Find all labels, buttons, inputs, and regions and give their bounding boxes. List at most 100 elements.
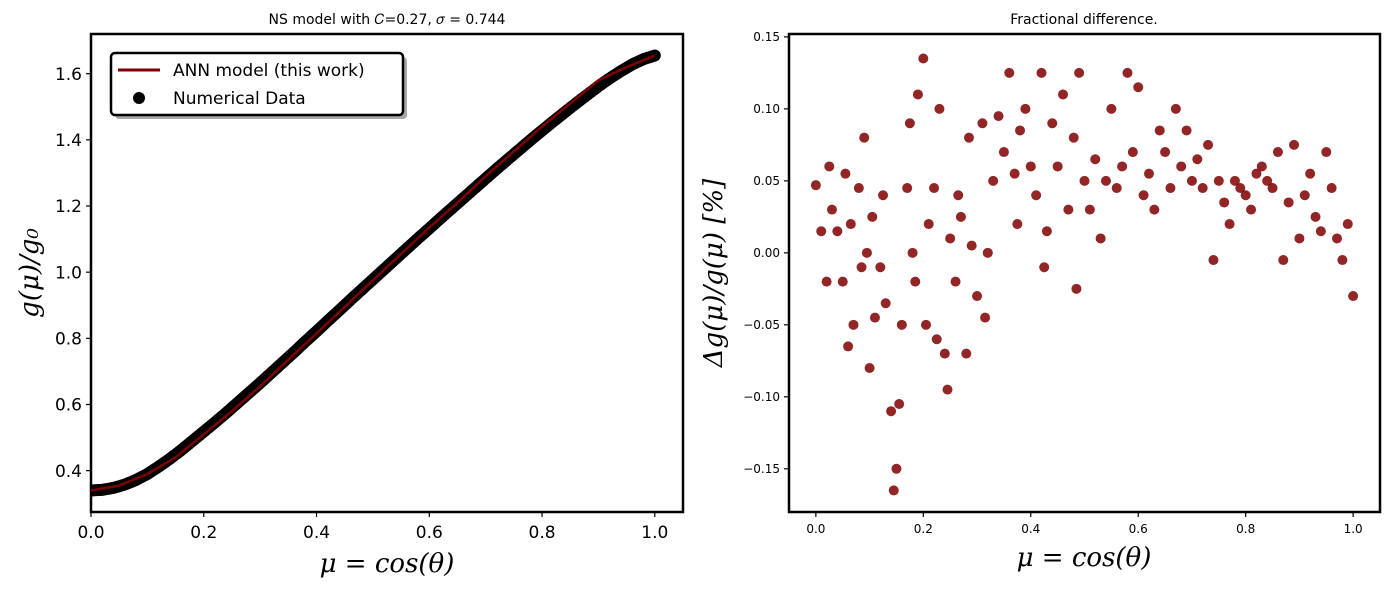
fractional-difference-point [837,276,848,287]
fractional-difference-point [1208,255,1219,266]
fractional-difference-point [921,319,932,330]
fractional-difference-point [961,348,972,359]
fractional-difference-point [1074,67,1085,78]
fractional-difference-point [1251,168,1262,179]
right-chart-title: Fractional difference. [1010,12,1158,28]
fractional-difference-point [950,276,961,287]
fractional-difference-point [1203,139,1214,150]
fractional-difference-point [1272,147,1283,158]
left-x-tick-label: 0.8 [529,523,556,543]
ann-model-line [91,54,656,492]
fractional-difference-point [1020,103,1031,114]
fractional-difference-point [1012,219,1023,230]
legend-entry-ann: ANN model (this work) [173,61,365,81]
fractional-difference-point [1283,197,1294,208]
fractional-difference-point [1170,103,1181,114]
legend: ANN model (this work) Numerical Data [109,51,407,119]
fractional-difference-point [843,341,854,352]
fractional-difference-point [1025,161,1036,172]
right-x-tick-label: 0.4 [1021,522,1040,536]
right-x-tick-label: 1.0 [1344,522,1363,536]
fractional-difference-point [1219,197,1230,208]
fractional-difference-point [886,406,897,417]
fractional-difference-point [1192,154,1203,165]
legend-box [109,51,405,117]
fractional-difference-point [1052,161,1063,172]
fractional-difference-point [1039,262,1050,273]
fractional-difference-point [848,319,859,330]
fractional-difference-point [1342,219,1353,230]
fractional-difference-point [880,298,891,309]
fractional-difference-point [1058,89,1069,100]
right-x-tick-label: 0.8 [1236,522,1255,536]
fractional-difference-point [859,132,870,143]
fractional-difference-point [1015,125,1026,136]
left-panel: NS model with 𝐶=0.27, 𝜎 = 0.744 0.0 0.2 0.… [15,12,685,579]
fractional-difference-point [1289,139,1300,150]
fractional-difference-point [907,247,918,258]
right-axis-ticks: 0.0 0.2 0.4 0.6 0.8 1.0 −0.15 −0.10 −0.05 0.00 0.0… [743,30,1362,536]
fractional-difference-point [1004,67,1015,78]
fractional-difference-point [1041,226,1052,237]
fractional-difference-point [1240,190,1251,201]
fractional-difference-point [942,384,953,395]
fractional-difference-point [1224,219,1235,230]
fractional-difference-point [1321,147,1332,158]
fractional-difference-point [1337,255,1348,266]
fractional-difference-point [1111,183,1122,194]
fractional-difference-point [993,111,1004,122]
fractional-difference-point [1047,118,1058,129]
left-y-axis-label: g(μ)/g₀ [15,228,45,318]
fractional-difference-point [1071,283,1082,294]
left-chart-title: NS model with 𝐶=0.27, 𝜎 = 0.744 [269,12,506,28]
fractional-difference-point [832,226,843,237]
fractional-difference-point [1154,125,1165,136]
right-x-tick-label: 0.0 [806,522,825,536]
right-panel: Fractional difference. 0.0 0.2 0.4 0.6 0.8 1.… [699,12,1382,573]
fractional-difference-point [861,247,872,258]
fractional-difference-point [1036,67,1047,78]
fractional-difference-point [1315,226,1326,237]
fractional-difference-point [1063,204,1074,215]
left-y-tick-label: 1.0 [55,263,82,283]
left-y-tick-label: 0.6 [55,396,82,416]
left-plot-frame [89,32,685,514]
left-y-tick-label: 1.6 [55,65,82,85]
fractional-difference-point [1068,132,1079,143]
right-plot-frame [787,32,1382,514]
fractional-difference-point [1267,183,1278,194]
fractional-difference-point [912,89,923,100]
right-y-tick-label: 0.10 [753,102,780,116]
fractional-difference-point [929,183,940,194]
fractional-difference-point [1235,183,1246,194]
left-x-tick-label: 0.2 [190,523,217,543]
fractional-difference-point [910,276,921,287]
right-y-axis-label: Δg(μ)/g(μ) [%] [699,178,729,368]
fractional-difference-point [1299,190,1310,201]
right-x-tick-label: 0.2 [914,522,933,536]
numerical-data-point [648,49,661,62]
fractional-difference-point [1117,161,1128,172]
fractional-difference-point [988,175,999,186]
fractional-difference-point [977,118,988,129]
fractional-difference-point [845,219,856,230]
fractional-difference-point [1278,255,1289,266]
fractional-difference-point [1176,161,1187,172]
fractional-difference-point [1294,233,1305,244]
fractional-difference-point [982,247,993,258]
fractional-difference-point [980,312,991,323]
fractional-difference-point [945,233,956,244]
fractional-difference-point [864,363,875,374]
left-x-tick-label: 0.4 [303,523,330,543]
fractional-difference-point [1213,175,1224,186]
fractional-difference-point [1160,147,1171,158]
fractional-difference-point [1031,190,1042,201]
legend-entry-numerical: Numerical Data [173,89,306,109]
right-y-tick-label: −0.10 [743,390,780,404]
fractional-difference-point [1197,183,1208,194]
right-y-tick-label: 0.15 [753,30,780,44]
fractional-difference-point [1090,154,1101,165]
fractional-difference-point [955,211,966,222]
fractional-difference-point [1246,204,1257,215]
fractional-difference-point [891,463,902,474]
